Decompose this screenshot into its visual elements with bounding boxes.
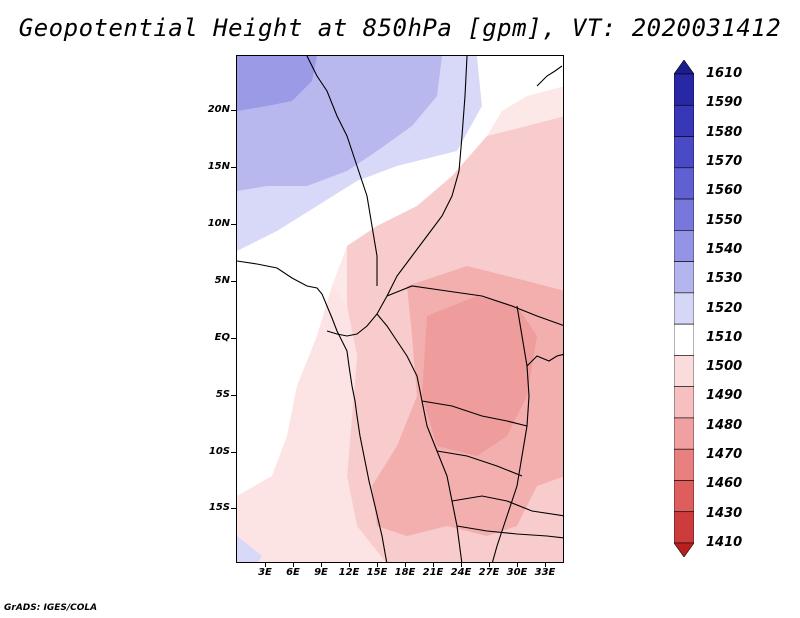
lon-tick	[461, 563, 462, 567]
colorbar-bottom-arrow	[674, 542, 694, 557]
colorbar-label: 1550	[706, 212, 743, 228]
lon-label-21e: 21E	[422, 567, 444, 578]
map-svg	[237, 56, 563, 562]
field-region-1540	[237, 56, 317, 111]
colorbar-segment	[674, 480, 694, 513]
colorbar-label: 1410	[706, 535, 743, 550]
coastline-red-sea	[536, 65, 563, 87]
lon-label-12e: 12E	[338, 567, 360, 578]
colorbar-segment	[674, 355, 694, 387]
chart-title: Geopotential Height at 850hPa [gpm], VT:…	[18, 14, 782, 42]
lon-label-6e: 6E	[286, 567, 300, 578]
border-lakes	[526, 353, 563, 367]
colorbar-segment	[674, 167, 694, 200]
lat-tick	[231, 452, 236, 453]
border-interior-1	[421, 400, 528, 427]
lat-tick	[231, 224, 236, 225]
field-region-1510-ne	[477, 56, 563, 136]
colorbar-segment	[674, 198, 694, 231]
colorbar-segment	[674, 292, 694, 325]
lon-tick	[489, 563, 490, 567]
lat-label-10s: 10S	[208, 446, 230, 457]
lon-tick	[321, 563, 322, 567]
colorbar-label: 1470	[706, 447, 743, 463]
lon-tick	[377, 563, 378, 567]
lat-label-5s: 5S	[215, 389, 230, 400]
colorbar-label: 1520	[706, 300, 743, 316]
lon-label-3e: 3E	[258, 567, 272, 578]
lon-label-33e: 33E	[534, 567, 556, 578]
colorbar-label: 1430	[706, 505, 743, 521]
colorbar-segment	[674, 448, 694, 481]
colorbar-top-arrow	[674, 60, 694, 75]
field-region-1485	[422, 296, 537, 456]
lat-tick	[231, 281, 236, 282]
lat-label-15n: 15N	[207, 161, 230, 172]
colorbar-label: 1560	[706, 183, 743, 199]
lat-label-10n: 10N	[207, 218, 230, 229]
lon-label-24e: 24E	[450, 567, 472, 578]
colorbar-segment	[674, 417, 694, 450]
colorbar-label: 1510	[706, 329, 743, 345]
lon-label-15e: 15E	[366, 567, 388, 578]
border-interior-2	[436, 450, 523, 477]
lat-label-5n: 5N	[214, 275, 230, 286]
colorbar-segment	[674, 104, 694, 137]
colorbar-segment	[674, 136, 694, 169]
coastline-west	[237, 260, 388, 562]
colorbar-label: 1590	[706, 95, 743, 111]
map-plot-area	[236, 55, 564, 563]
colorbar-label: 1500	[706, 359, 743, 375]
lon-label-30e: 30E	[506, 567, 528, 578]
colorbar-label: 1580	[706, 124, 743, 140]
lon-tick	[517, 563, 518, 567]
lat-label-eq: EQ	[214, 332, 230, 343]
colorbar-segment	[674, 73, 694, 106]
colorbar-label: 1480	[706, 417, 743, 433]
lat-tick	[231, 110, 236, 111]
field-region-1505	[237, 286, 386, 562]
colorbar	[674, 60, 694, 557]
lon-label-18e: 18E	[394, 567, 416, 578]
colorbar-label: 1460	[706, 476, 743, 492]
lat-tick	[231, 167, 236, 168]
border-interior-3	[451, 495, 563, 517]
lat-label-15s: 15S	[208, 502, 230, 513]
colorbar-label: 1530	[706, 271, 743, 287]
lon-tick	[293, 563, 294, 567]
colorbar-segment	[674, 511, 694, 544]
coastlines	[237, 56, 563, 562]
grads-credit: GrADS: IGES/COLA	[4, 603, 98, 613]
lon-tick	[545, 563, 546, 567]
border-northwest	[306, 56, 378, 286]
field-region-1510	[237, 56, 507, 496]
lat-label-20n: 20N	[207, 104, 230, 115]
lon-label-9e: 9E	[314, 567, 328, 578]
lon-tick	[405, 563, 406, 567]
lat-tick	[231, 338, 236, 339]
colorbar-label: 1540	[706, 241, 743, 257]
colorbar-segment	[674, 230, 694, 262]
lat-tick	[231, 395, 236, 396]
lon-label-27e: 27E	[478, 567, 500, 578]
colorbar-label: 1490	[706, 388, 743, 404]
colorbar-segments	[674, 60, 694, 557]
colorbar-label: 1570	[706, 153, 743, 169]
border-car-south	[386, 285, 563, 326]
border-drc-east	[491, 305, 530, 562]
lat-tick	[231, 508, 236, 509]
colorbar-segment	[674, 386, 694, 419]
border-north-central	[326, 56, 468, 337]
lon-tick	[265, 563, 266, 567]
colorbar-segment	[674, 323, 694, 356]
lon-tick	[433, 563, 434, 567]
colorbar-label: 1610	[706, 66, 743, 81]
field-region-1520-sw	[237, 536, 262, 562]
border-drc-west	[376, 313, 463, 562]
lon-tick	[349, 563, 350, 567]
border-interior-4	[456, 525, 563, 539]
colorbar-segment	[674, 261, 694, 294]
